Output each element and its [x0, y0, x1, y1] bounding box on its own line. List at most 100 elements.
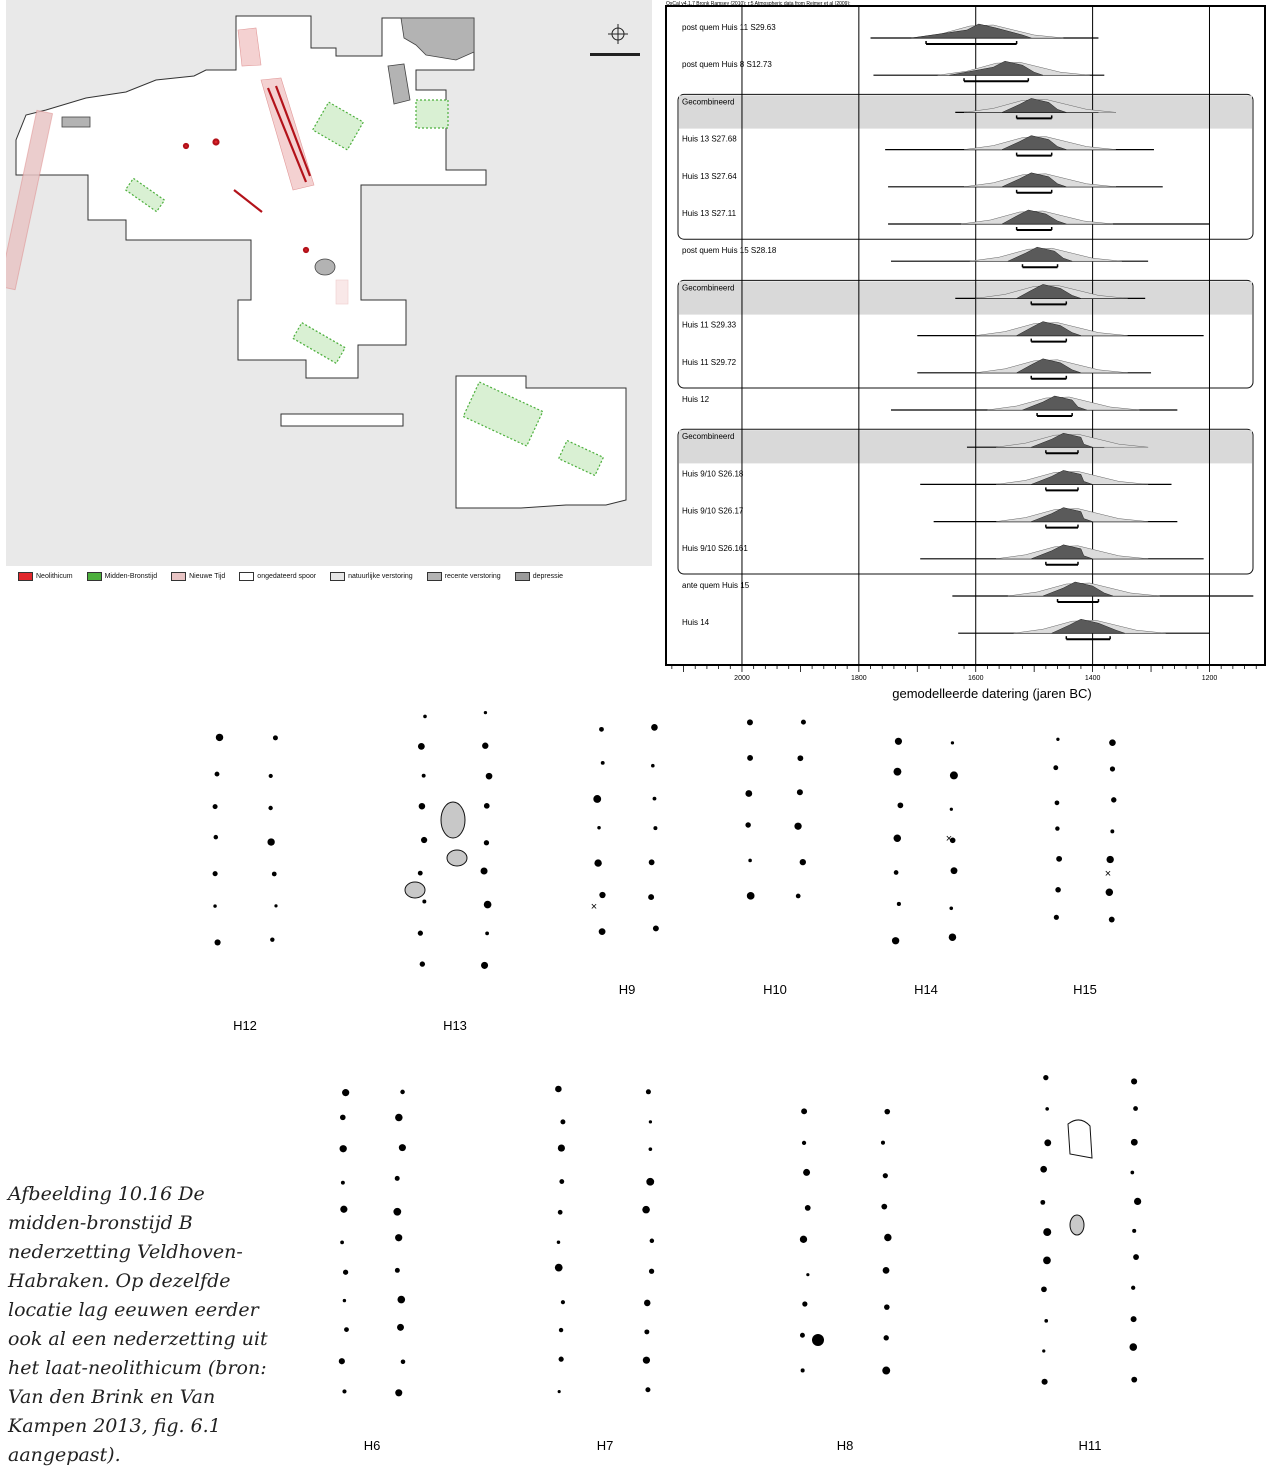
posthole	[482, 742, 489, 749]
posthole	[651, 724, 658, 731]
posthole	[882, 1366, 891, 1375]
house-plan: H15 ×	[1053, 737, 1117, 997]
posthole	[418, 802, 426, 810]
combined-bands	[677, 93, 1254, 575]
posthole	[557, 1144, 565, 1152]
posthole	[1041, 1378, 1048, 1385]
neolithic-features	[182, 85, 312, 254]
pit-feature	[1069, 1214, 1085, 1236]
legend-swatch	[86, 572, 102, 581]
combined-group-box	[677, 428, 1254, 575]
posthole	[893, 834, 902, 843]
house-label: H6	[364, 1438, 381, 1453]
posthole	[1055, 826, 1060, 831]
posthole	[1132, 1228, 1137, 1233]
posthole	[555, 1085, 562, 1093]
posthole	[417, 870, 423, 876]
posthole	[800, 1368, 805, 1373]
radiocarbon-dating-chart: OxCal v4.1.7 Bronk Ramsey (2010); r:5 At…	[665, 1, 1266, 701]
posthole	[420, 836, 428, 844]
house-plan-group: H6 H7 H8 H11	[338, 1075, 1142, 1453]
posthole	[1131, 1078, 1138, 1085]
posterior-distribution	[949, 60, 1044, 76]
posthole	[560, 1300, 566, 1305]
posthole	[267, 838, 275, 846]
cross-marker: ×	[1105, 868, 1111, 880]
posthole	[214, 939, 221, 946]
posthole	[653, 826, 658, 831]
posthole	[648, 1268, 655, 1274]
posthole	[802, 1301, 808, 1307]
posthole	[884, 1304, 890, 1310]
posthole	[417, 930, 423, 936]
posthole	[423, 714, 427, 719]
legend-swatch	[171, 572, 187, 581]
posthole	[419, 961, 426, 967]
house-plans-row-2: H6 H7 H8 H11	[338, 1075, 1142, 1453]
legend-label: ongedateerd spoor	[257, 573, 317, 580]
legend-item: depressie	[514, 572, 563, 581]
posthole	[1053, 914, 1059, 920]
posthole	[417, 742, 425, 750]
posthole	[481, 961, 489, 969]
posthole	[1044, 1139, 1052, 1147]
house-plan: H11	[1040, 1075, 1142, 1453]
house-label: H7	[597, 1438, 614, 1453]
posthole	[1053, 765, 1059, 771]
posterior-distribution	[1007, 246, 1073, 262]
posthole	[797, 755, 804, 762]
posthole	[795, 893, 801, 899]
posthole	[891, 937, 900, 945]
legend-label: natuurlijke verstoring	[348, 573, 413, 580]
x-tick-label: 2000	[734, 675, 750, 682]
house-label: H13	[443, 1018, 467, 1033]
caption-text: Afbeelding 10.16 De midden-bronstijd B n…	[8, 1183, 268, 1466]
posthole	[483, 840, 490, 846]
posthole	[642, 1356, 651, 1364]
posthole	[1055, 887, 1061, 893]
posterior-distribution	[1031, 544, 1093, 560]
posthole	[400, 1359, 406, 1365]
posthole	[1108, 916, 1115, 923]
chart-row-label: Huis 13 S27.64	[682, 172, 737, 181]
posthole	[803, 1168, 811, 1176]
posthole	[342, 1389, 347, 1394]
chart-row-label: Huis 14	[682, 618, 710, 627]
posthole	[645, 1089, 651, 1095]
posthole	[1130, 1170, 1135, 1175]
posthole	[598, 928, 606, 935]
posthole	[593, 795, 602, 803]
posthole	[884, 1233, 892, 1242]
legend-item: Nieuwe Tijd	[171, 572, 225, 581]
posthole	[558, 1327, 564, 1333]
posthole	[648, 1120, 653, 1124]
posthole	[342, 1298, 347, 1303]
house-plan-group: H12 H13 H9 × H10 H14 × H15 ×	[212, 710, 1117, 1033]
house-plan: H8	[799, 1108, 892, 1453]
legend-swatch	[514, 572, 530, 581]
posthole	[1045, 1107, 1049, 1111]
posthole	[268, 773, 273, 779]
posthole	[1041, 1286, 1047, 1293]
pit-feature	[1067, 1119, 1093, 1159]
posthole	[1054, 800, 1060, 806]
posthole	[897, 802, 904, 809]
posthole	[799, 1332, 805, 1338]
posthole	[557, 1209, 563, 1215]
posthole	[801, 1108, 808, 1115]
posthole	[794, 822, 802, 830]
chart-row-label: Gecombineerd	[682, 432, 734, 441]
posthole	[212, 804, 218, 810]
posthole	[395, 1113, 403, 1122]
middle-bronze-age-houses	[124, 99, 605, 477]
posthole	[800, 719, 806, 725]
posthole	[214, 771, 220, 777]
posthole	[1131, 1285, 1136, 1290]
posterior-distribution	[1022, 395, 1087, 411]
posthole	[804, 1205, 811, 1211]
chart-row-label: Huis 13 S27.11	[682, 209, 737, 218]
posthole	[799, 1235, 808, 1243]
posthole	[559, 1179, 565, 1184]
x-tick-label: 1200	[1202, 675, 1218, 682]
posthole	[394, 1267, 400, 1273]
